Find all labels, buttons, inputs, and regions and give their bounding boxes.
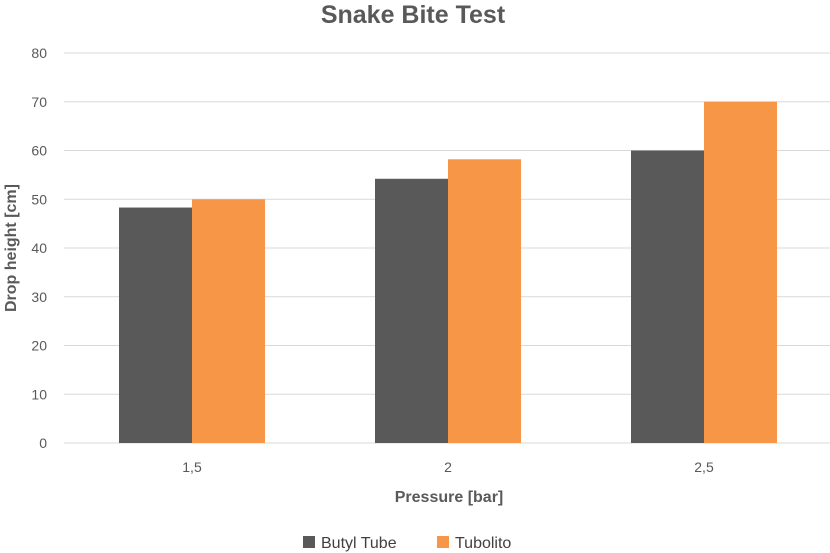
legend-swatch — [303, 536, 315, 548]
y-tick-label: 40 — [31, 240, 47, 256]
chart-title: Snake Bite Test — [321, 1, 506, 29]
y-tick-label: 70 — [31, 94, 47, 110]
y-tick-label: 20 — [31, 338, 47, 354]
legend-label: Butyl Tube — [321, 535, 397, 552]
x-axis-label: Pressure [bar] — [395, 489, 504, 506]
x-tick-label: 1,5 — [182, 459, 202, 475]
y-tick-label: 60 — [31, 143, 47, 159]
y-tick-label: 0 — [39, 435, 47, 451]
y-tick-label: 10 — [31, 386, 47, 402]
bar-tubolito — [448, 159, 521, 443]
x-tick-labels: 1,5 2 2,5 — [182, 459, 714, 475]
legend-swatch — [437, 536, 449, 548]
bars — [119, 101, 777, 443]
y-axis-label: Drop height [cm] — [3, 184, 20, 312]
y-tick-labels: 0 10 20 30 40 50 60 70 80 — [31, 45, 47, 451]
legend-label: Tubolito — [455, 535, 511, 552]
y-tick-label: 80 — [31, 45, 47, 61]
bar-tubolito — [704, 101, 777, 443]
legend: Butyl Tube Tubolito — [303, 535, 511, 552]
bar-butyl-tube — [631, 150, 704, 443]
y-tick-label: 50 — [31, 191, 47, 207]
y-tick-label: 30 — [31, 289, 47, 305]
bar-butyl-tube — [119, 207, 192, 443]
bar-tubolito — [192, 199, 265, 443]
bar-butyl-tube — [375, 178, 448, 443]
x-tick-label: 2,5 — [694, 459, 714, 475]
x-tick-label: 2 — [444, 459, 452, 475]
